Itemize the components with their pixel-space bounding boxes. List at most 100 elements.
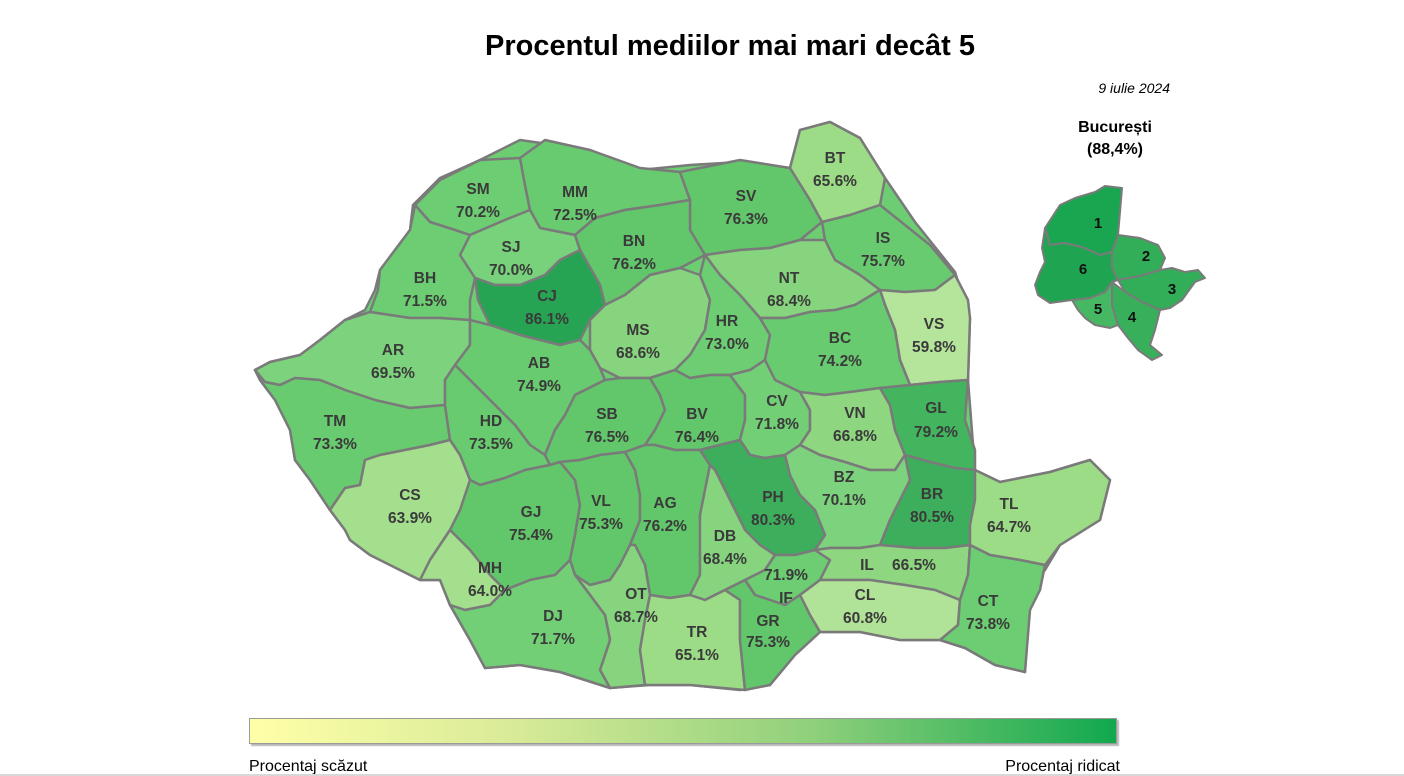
- county-value-SM: 70.2%: [456, 204, 500, 221]
- county-label-AB: AB: [528, 355, 550, 372]
- county-label-TM: TM: [324, 413, 346, 430]
- county-label-BV: BV: [686, 406, 708, 423]
- county-value-TR: 65.1%: [675, 647, 719, 664]
- county-value-SJ: 70.0%: [489, 262, 533, 279]
- county-value-CV: 71.8%: [755, 416, 799, 433]
- county-DJ[interactable]: [448, 558, 612, 690]
- county-label-IL: IL: [860, 557, 874, 574]
- county-value-CJ: 86.1%: [525, 311, 569, 328]
- county-label-BN: BN: [623, 233, 645, 250]
- county-value-HD: 73.5%: [469, 436, 513, 453]
- bucharest-title: București: [1078, 119, 1152, 136]
- county-label-IS: IS: [876, 230, 891, 247]
- county-value-IF: 71.9%: [764, 567, 808, 584]
- county-value-BZ: 70.1%: [822, 492, 866, 509]
- county-value-BV: 76.4%: [675, 429, 719, 446]
- county-GR[interactable]: [723, 578, 822, 692]
- county-value-SB: 76.5%: [585, 429, 629, 446]
- county-value-IS: 75.7%: [861, 253, 905, 270]
- county-label-MH: MH: [478, 560, 502, 577]
- county-value-HR: 73.0%: [705, 336, 749, 353]
- date-label: 9 iulie 2024: [1098, 80, 1170, 96]
- bucharest-sector-label-1: 1: [1094, 215, 1102, 232]
- county-value-IL: 66.5%: [892, 557, 936, 574]
- county-label-SV: SV: [736, 188, 757, 205]
- bottom-divider: [0, 774, 1404, 776]
- county-value-TL: 64.7%: [987, 519, 1031, 536]
- county-label-BT: BT: [825, 150, 846, 167]
- county-label-DB: DB: [714, 528, 736, 545]
- bucharest-value: (88,4%): [1086, 141, 1144, 158]
- county-label-CV: CV: [766, 393, 788, 410]
- county-label-MS: MS: [626, 322, 649, 339]
- county-label-CS: CS: [399, 487, 421, 504]
- county-value-BR: 80.5%: [910, 509, 954, 526]
- county-label-BC: BC: [829, 330, 851, 347]
- bucharest-sector-label-5: 5: [1094, 301, 1102, 318]
- bucharest-sector-label-6: 6: [1079, 261, 1087, 278]
- county-label-CT: CT: [978, 593, 999, 610]
- county-value-GR: 75.3%: [746, 634, 790, 651]
- legend-high-label: Procentaj ridicat: [1005, 758, 1120, 775]
- county-value-VN: 66.8%: [833, 428, 877, 445]
- bucharest-sector-6[interactable]: [1034, 227, 1119, 304]
- bucharest-caption: București (88,4%): [1050, 117, 1180, 161]
- county-label-PH: PH: [762, 489, 784, 506]
- county-value-GJ: 75.4%: [509, 527, 553, 544]
- county-value-BT: 65.6%: [813, 173, 857, 190]
- county-label-HR: HR: [716, 313, 738, 330]
- county-value-DJ: 71.7%: [531, 631, 575, 648]
- county-BT[interactable]: [788, 120, 887, 224]
- bucharest-sector-label-4: 4: [1128, 309, 1137, 326]
- county-label-SJ: SJ: [502, 239, 521, 256]
- county-label-AR: AR: [382, 342, 404, 359]
- county-value-BH: 71.5%: [403, 293, 447, 310]
- county-label-VN: VN: [844, 405, 866, 422]
- county-label-CJ: CJ: [537, 288, 557, 305]
- county-label-BZ: BZ: [834, 469, 855, 486]
- county-value-AB: 74.9%: [517, 378, 561, 395]
- county-CT[interactable]: [938, 543, 1047, 674]
- legend-gradient-bar: [249, 718, 1117, 744]
- county-label-MM: MM: [562, 184, 588, 201]
- county-label-SM: SM: [466, 181, 489, 198]
- county-label-TL: TL: [1000, 496, 1019, 513]
- county-value-CS: 63.9%: [388, 510, 432, 527]
- county-value-VS: 59.8%: [912, 339, 956, 356]
- county-label-AG: AG: [653, 495, 676, 512]
- county-label-OT: OT: [625, 586, 647, 603]
- county-value-MS: 68.6%: [616, 345, 660, 362]
- county-value-CL: 60.8%: [843, 610, 887, 627]
- bucharest-sector-label-2: 2: [1142, 248, 1150, 265]
- county-label-CL: CL: [855, 587, 876, 604]
- county-value-VL: 75.3%: [579, 516, 623, 533]
- county-value-GL: 79.2%: [914, 424, 958, 441]
- county-label-BH: BH: [414, 270, 436, 287]
- county-label-VL: VL: [591, 493, 611, 510]
- county-TL[interactable]: [968, 458, 1112, 567]
- county-value-BC: 74.2%: [818, 353, 862, 370]
- county-value-MM: 72.5%: [553, 207, 597, 224]
- county-value-CT: 73.8%: [966, 616, 1010, 633]
- county-label-GR: GR: [756, 613, 779, 630]
- county-value-SV: 76.3%: [724, 211, 768, 228]
- county-label-HD: HD: [480, 413, 502, 430]
- county-value-BN: 76.2%: [612, 256, 656, 273]
- county-value-NT: 68.4%: [767, 293, 811, 310]
- county-label-VS: VS: [924, 316, 945, 333]
- county-label-IF: IF: [779, 590, 793, 607]
- map-title: Procentul mediilor mai mari decât 5: [485, 30, 975, 62]
- bucharest-sector-label-3: 3: [1168, 281, 1176, 298]
- county-label-SB: SB: [596, 406, 618, 423]
- county-label-DJ: DJ: [543, 608, 563, 625]
- legend-low-label: Procentaj scăzut: [249, 758, 368, 775]
- county-value-DB: 68.4%: [703, 551, 747, 568]
- county-label-GJ: GJ: [521, 504, 542, 521]
- county-label-GL: GL: [925, 400, 947, 417]
- county-value-MH: 64.0%: [468, 583, 512, 600]
- county-label-BR: BR: [921, 486, 943, 503]
- county-label-TR: TR: [687, 624, 708, 641]
- county-value-TM: 73.3%: [313, 436, 357, 453]
- county-value-AR: 69.5%: [371, 365, 415, 382]
